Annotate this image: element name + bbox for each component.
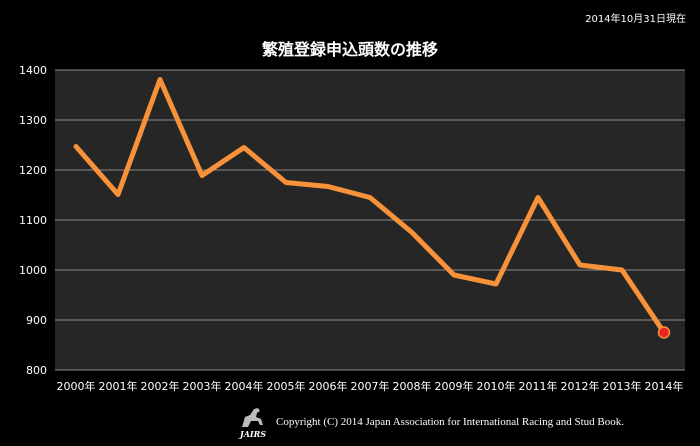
horse-icon bbox=[242, 408, 263, 427]
gridlines bbox=[55, 69, 685, 371]
x-tick-label: 2011年 bbox=[519, 379, 558, 393]
x-tick-label: 2013年 bbox=[603, 379, 642, 393]
x-tick-label: 2009年 bbox=[435, 379, 474, 393]
chart-title: 繁殖登録申込頭数の推移 bbox=[261, 40, 438, 59]
x-tick-label: 2002年 bbox=[141, 379, 180, 393]
y-tick-label: 900 bbox=[26, 314, 47, 327]
y-tick-label: 1200 bbox=[19, 164, 47, 177]
y-tick-label: 1000 bbox=[19, 264, 47, 277]
copyright-text: Copyright (C) 2014 Japan Association for… bbox=[276, 416, 624, 428]
data-points bbox=[657, 326, 671, 339]
x-tick-label: 2005年 bbox=[267, 379, 306, 393]
jairs-logo: JAIRS bbox=[236, 405, 270, 439]
y-tick-label: 1300 bbox=[19, 114, 47, 127]
y-tick-label: 1100 bbox=[19, 214, 47, 227]
footer: JAIRS Copyright (C) 2014 Japan Associati… bbox=[236, 404, 624, 440]
x-tick-label: 2014年 bbox=[645, 379, 684, 393]
highlight-point bbox=[657, 326, 671, 339]
x-tick-label: 2004年 bbox=[225, 379, 264, 393]
x-tick-label: 2003年 bbox=[183, 379, 222, 393]
y-tick-label: 800 bbox=[26, 364, 47, 377]
x-tick-label: 2012年 bbox=[561, 379, 600, 393]
y-tick-label: 1400 bbox=[19, 64, 47, 77]
x-tick-label: 2000年 bbox=[57, 379, 96, 393]
x-tick-label: 2006年 bbox=[309, 379, 348, 393]
x-tick-label: 2001年 bbox=[99, 379, 138, 393]
date-note: 2014年10月31日現在 bbox=[585, 14, 686, 25]
x-tick-label: 2010年 bbox=[477, 379, 516, 393]
logo-text: JAIRS bbox=[239, 429, 267, 439]
y-tick-labels: 800 900 1000 1100 1200 1300 1400 bbox=[19, 64, 47, 377]
series-line bbox=[73, 77, 667, 335]
x-tick-label: 2008年 bbox=[393, 379, 432, 393]
x-tick-label: 2007年 bbox=[351, 379, 390, 393]
x-tick-labels: 2000年 2001年 2002年 2003年 2004年 2005年 2006年 2007年… bbox=[57, 379, 684, 393]
